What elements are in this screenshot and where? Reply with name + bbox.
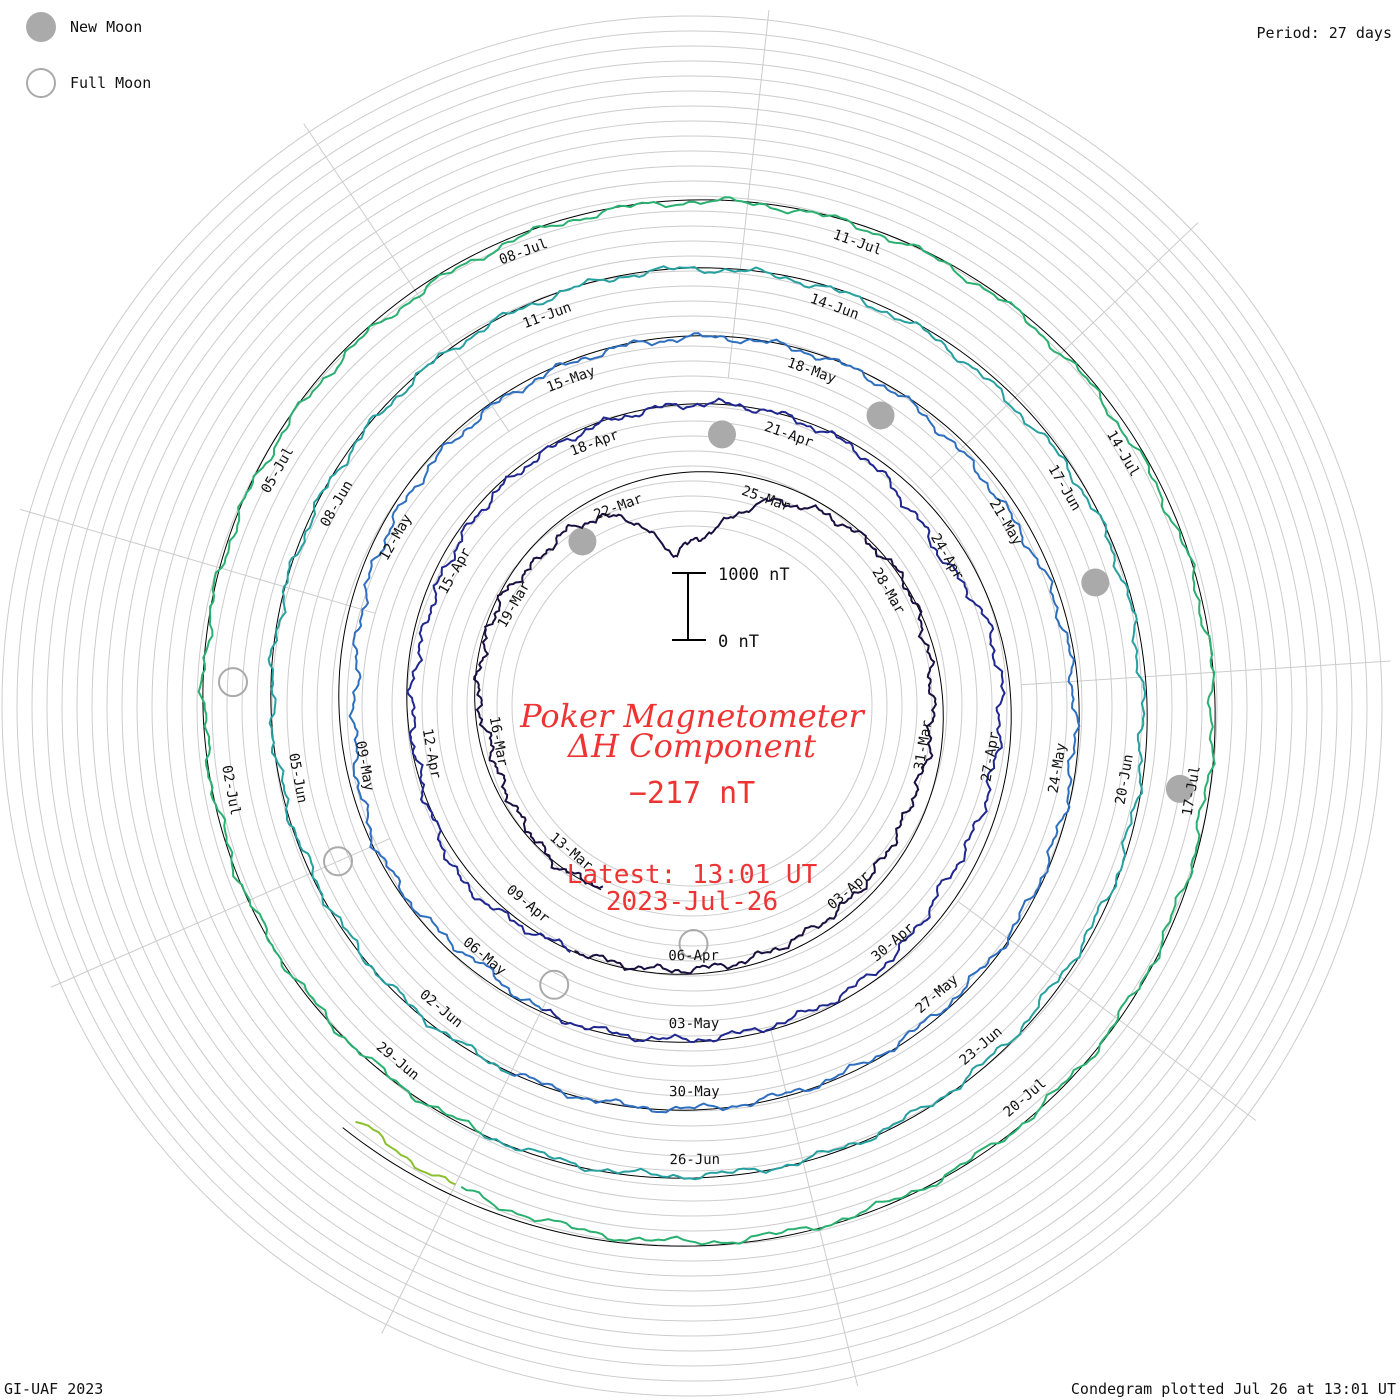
latest-time: Latest: 13:01 UT [567, 860, 818, 890]
date-label: 26-Jun [669, 1152, 720, 1168]
date-label: 31-Mar [911, 719, 935, 772]
date-label: 12-May [377, 512, 416, 564]
delta-h-turn-5 [197, 196, 1216, 1246]
grid-ring [511, 525, 873, 887]
grid-ring [256, 270, 1128, 1142]
chart-title-line1: Poker Magnetometer [519, 697, 865, 735]
scale-bar-bottom-label: 0 nT [718, 632, 759, 652]
full-moon-marker [678, 929, 709, 959]
grid-ring [61, 75, 1323, 1337]
new-moon-marker [866, 401, 895, 430]
delta-h-turn-4 [267, 265, 1147, 1181]
date-label: 30-May [669, 1084, 720, 1100]
grid-ring [316, 330, 1068, 1082]
legend-full-moon-label: Full Moon [70, 74, 152, 92]
grid-spoke [1021, 660, 1391, 686]
grid-ring [1, 15, 1383, 1397]
grid-ring [181, 195, 1203, 1217]
full-moon-marker [323, 846, 353, 877]
new-moon-marker [568, 527, 597, 556]
date-label: 06-Apr [668, 948, 719, 964]
grid-ring [16, 30, 1368, 1382]
grid-spoke [303, 123, 510, 432]
grid-ring [76, 90, 1308, 1322]
grid-spoke [381, 1001, 547, 1334]
footer-plotted: Condegram plotted Jul 26 at 13:01 UT [1070, 1380, 1396, 1398]
grid-ring [331, 345, 1053, 1067]
period-label: Period: 27 days [1256, 24, 1392, 42]
moon-phase-markers [218, 401, 1194, 1000]
grid-ring [451, 465, 933, 947]
current-value: −217 nT [629, 776, 755, 811]
grid-ring [91, 105, 1293, 1307]
latest-date: 2023-Jul-26 [606, 887, 778, 917]
date-label: 25-Mar [739, 483, 792, 515]
delta-h-turn-6 [355, 1120, 456, 1186]
grid-ring [211, 225, 1173, 1187]
scale-bar-top-label: 1000 nT [718, 565, 790, 585]
date-label: 14-Jul [1103, 428, 1142, 480]
delta-h-series [197, 196, 1216, 1246]
legend-new-moon-label: New Moon [70, 18, 143, 36]
grid-ring [496, 510, 888, 902]
grid-spoke [769, 1026, 859, 1387]
grid-ring [166, 180, 1218, 1232]
new-moon-marker [1081, 568, 1110, 597]
grid-spoke [727, 10, 770, 379]
date-label: 24-Apr [927, 531, 966, 583]
grid-ring [31, 45, 1353, 1367]
grid-spoke [50, 838, 391, 988]
grid-ring [346, 360, 1038, 1052]
grid-ring [196, 210, 1188, 1202]
grid-ring [46, 60, 1338, 1352]
date-label: 02-Jul [218, 764, 243, 817]
grid-ring [436, 450, 948, 962]
full-moon-marker [539, 969, 570, 1000]
new-moon-icon [26, 12, 56, 42]
date-label: 11-Jul [831, 227, 884, 259]
grid-ring [376, 390, 1008, 1022]
grid-ring [106, 120, 1278, 1292]
baseline-spiral [202, 199, 1216, 1247]
date-label: 14-Jun [808, 291, 861, 323]
new-moon-marker [708, 420, 736, 449]
date-label: 03-May [669, 1016, 720, 1032]
grid-ring [286, 300, 1098, 1112]
grid-ring [301, 315, 1083, 1097]
chart-title-line2: ΔH Component [566, 727, 816, 765]
full-moon-marker [218, 667, 248, 698]
delta-h-turn-2 [406, 397, 1006, 1044]
delta-h-turn-1 [473, 497, 937, 975]
date-label: 12-Apr [419, 727, 444, 780]
grid-ring [136, 150, 1248, 1262]
date-label: 20-Jul [1001, 1076, 1050, 1121]
delta-h-turn-3 [348, 332, 1081, 1114]
full-moon-icon [26, 68, 56, 98]
grid-spoke [20, 508, 376, 614]
grid-ring [361, 375, 1023, 1037]
date-label: 21-Apr [762, 419, 815, 451]
grid-ring [421, 435, 963, 977]
grid-ring [271, 285, 1113, 1127]
grid-ring [121, 135, 1263, 1277]
baseline-spirals [202, 199, 1216, 1247]
date-label: 20-Jun [1113, 753, 1137, 806]
footer-credit: GI-UAF 2023 [4, 1380, 104, 1398]
grid-ring [226, 240, 1158, 1172]
scale-bar: 1000 nT 0 nT [672, 565, 790, 652]
center-text: Poker Magnetometer ΔH Component −217 nT … [519, 697, 865, 917]
new-moon-marker [1165, 774, 1194, 803]
